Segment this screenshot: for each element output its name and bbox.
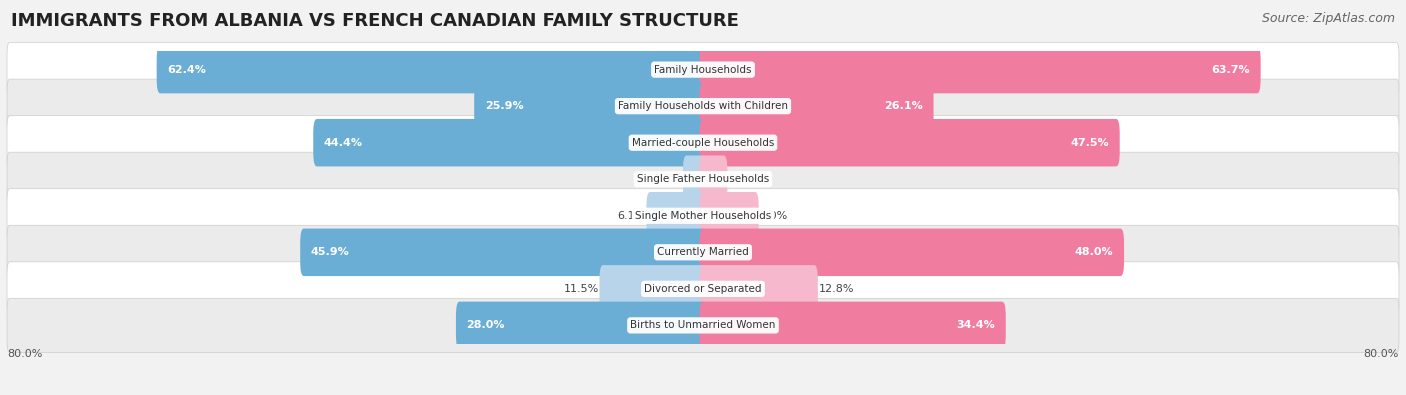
Text: Currently Married: Currently Married: [657, 247, 749, 257]
FancyBboxPatch shape: [474, 83, 706, 130]
Text: 25.9%: 25.9%: [485, 101, 523, 111]
FancyBboxPatch shape: [7, 79, 1399, 133]
Text: Source: ZipAtlas.com: Source: ZipAtlas.com: [1261, 12, 1395, 25]
Text: Family Households with Children: Family Households with Children: [619, 101, 787, 111]
FancyBboxPatch shape: [647, 192, 706, 239]
Text: Married-couple Households: Married-couple Households: [631, 138, 775, 148]
Text: 80.0%: 80.0%: [7, 349, 42, 359]
FancyBboxPatch shape: [7, 116, 1399, 170]
Text: Divorced or Separated: Divorced or Separated: [644, 284, 762, 294]
FancyBboxPatch shape: [314, 119, 706, 166]
Text: 26.1%: 26.1%: [884, 101, 924, 111]
Text: 45.9%: 45.9%: [311, 247, 350, 257]
FancyBboxPatch shape: [700, 265, 818, 312]
FancyBboxPatch shape: [7, 152, 1399, 206]
Text: Single Mother Households: Single Mother Households: [636, 211, 770, 221]
FancyBboxPatch shape: [683, 156, 706, 203]
Text: 48.0%: 48.0%: [1076, 247, 1114, 257]
Text: 28.0%: 28.0%: [467, 320, 505, 330]
FancyBboxPatch shape: [7, 225, 1399, 279]
Text: Births to Unmarried Women: Births to Unmarried Women: [630, 320, 776, 330]
FancyBboxPatch shape: [7, 262, 1399, 316]
FancyBboxPatch shape: [599, 265, 706, 312]
FancyBboxPatch shape: [156, 46, 706, 93]
Text: 63.7%: 63.7%: [1212, 65, 1250, 75]
FancyBboxPatch shape: [301, 229, 706, 276]
Text: 6.0%: 6.0%: [759, 211, 787, 221]
Text: 2.4%: 2.4%: [728, 174, 756, 184]
FancyBboxPatch shape: [700, 156, 727, 203]
FancyBboxPatch shape: [456, 302, 706, 349]
Text: 1.9%: 1.9%: [654, 174, 682, 184]
FancyBboxPatch shape: [700, 229, 1123, 276]
Text: 6.1%: 6.1%: [617, 211, 645, 221]
Text: 47.5%: 47.5%: [1070, 138, 1109, 148]
Text: 80.0%: 80.0%: [1364, 349, 1399, 359]
Text: 12.8%: 12.8%: [818, 284, 855, 294]
Text: 11.5%: 11.5%: [564, 284, 599, 294]
FancyBboxPatch shape: [700, 83, 934, 130]
FancyBboxPatch shape: [7, 189, 1399, 243]
FancyBboxPatch shape: [7, 298, 1399, 352]
Text: Family Households: Family Households: [654, 65, 752, 75]
FancyBboxPatch shape: [700, 192, 759, 239]
FancyBboxPatch shape: [700, 119, 1119, 166]
FancyBboxPatch shape: [700, 46, 1261, 93]
Text: Single Father Households: Single Father Households: [637, 174, 769, 184]
Text: IMMIGRANTS FROM ALBANIA VS FRENCH CANADIAN FAMILY STRUCTURE: IMMIGRANTS FROM ALBANIA VS FRENCH CANADI…: [11, 12, 740, 30]
FancyBboxPatch shape: [700, 302, 1005, 349]
Text: 62.4%: 62.4%: [167, 65, 205, 75]
Text: 44.4%: 44.4%: [323, 138, 363, 148]
Text: 34.4%: 34.4%: [956, 320, 995, 330]
FancyBboxPatch shape: [7, 43, 1399, 97]
